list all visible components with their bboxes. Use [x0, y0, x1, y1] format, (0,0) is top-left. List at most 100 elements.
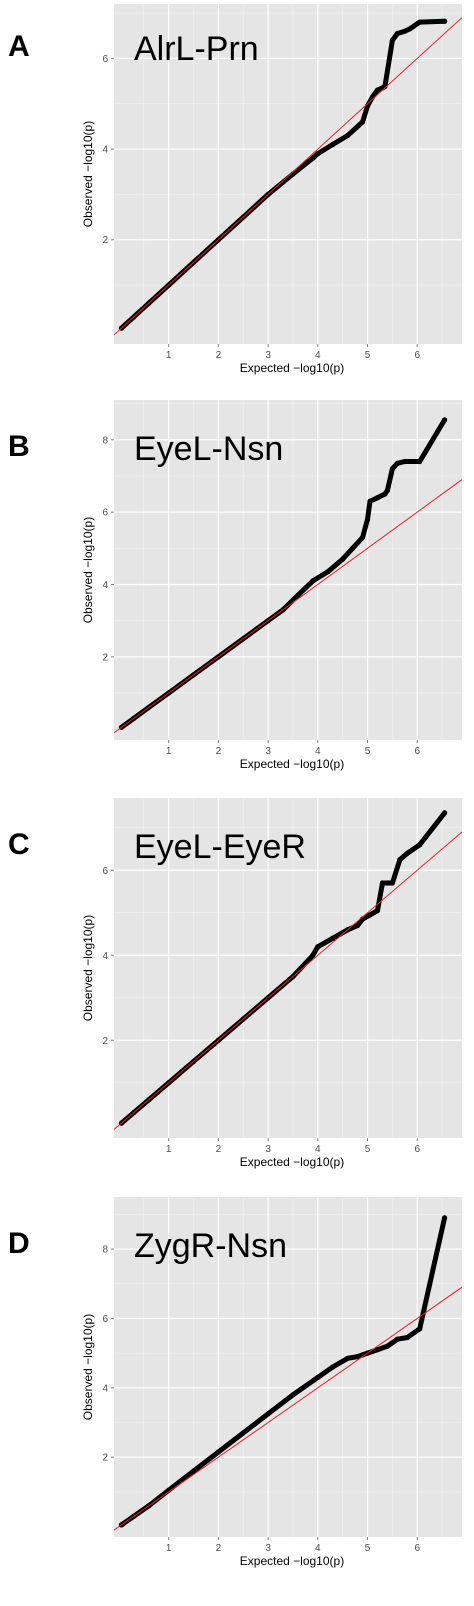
y-axis-label: Observed −log10(p): [81, 915, 95, 1021]
y-tick-label: 2: [102, 652, 108, 663]
qq-panel-b: 1 2 3 4 5 6 2 4 6 8 B EyeL-Nsn Expected −log10(p) Obs…: [8, 400, 462, 771]
data-point: [404, 850, 410, 856]
x-tick-label: 3: [265, 1543, 271, 1554]
data-point: [442, 810, 448, 816]
y-tick-label: 8: [102, 435, 108, 446]
x-tick-label: 6: [414, 746, 420, 757]
data-point: [330, 141, 336, 148]
data-point: [397, 857, 403, 863]
x-tick-label: 1: [166, 350, 172, 361]
data-point: [325, 569, 331, 575]
data-point: [310, 155, 316, 161]
y-tick-label: 4: [102, 1383, 108, 1394]
data-point: [315, 1374, 321, 1381]
data-point: [442, 1215, 448, 1221]
data-point: [384, 880, 391, 886]
data-point: [374, 87, 381, 93]
qq-panel-d: 1 2 3 4 5 6 2 4 6 8 D ZygR-Nsn Expected −log10(p) Obs…: [8, 1197, 462, 1568]
data-point: [330, 935, 336, 941]
plot-background: [114, 400, 462, 740]
data-point: [407, 26, 413, 32]
data-point: [190, 1468, 197, 1474]
data-point: [417, 19, 423, 25]
x-tick-label: 2: [216, 350, 222, 361]
y-tick-label: 8: [102, 1245, 108, 1256]
data-point: [384, 487, 391, 494]
data-point: [384, 1343, 391, 1349]
y-tick-label: 6: [102, 1314, 108, 1325]
data-point: [265, 1411, 271, 1417]
data-point: [394, 460, 400, 466]
x-tick-label: 1: [166, 1144, 172, 1155]
data-point: [394, 30, 400, 37]
y-tick-label: 4: [102, 580, 108, 591]
y-tick-label: 4: [102, 145, 108, 156]
x-tick-label: 3: [265, 350, 271, 361]
x-tick-label: 6: [414, 1543, 420, 1554]
x-tick-label: 5: [365, 746, 371, 757]
x-tick-label: 5: [365, 1144, 371, 1155]
data-point: [330, 1364, 336, 1370]
y-tick-label: 6: [102, 54, 108, 65]
data-point: [345, 132, 351, 139]
x-tick-label: 4: [315, 1543, 321, 1554]
panel-letter: C: [8, 828, 30, 861]
x-axis-label: Expected −log10(p): [240, 1554, 344, 1568]
data-point: [295, 592, 301, 598]
data-point: [379, 880, 386, 886]
data-point: [382, 83, 388, 90]
plot-title: EyeL-EyeR: [134, 828, 306, 866]
data-point: [417, 1326, 423, 1332]
expected-reference-line: [114, 831, 462, 1130]
data-point: [389, 880, 395, 886]
x-tick-label: 4: [315, 746, 321, 757]
data-point: [402, 458, 408, 465]
y-tick-label: 6: [102, 866, 108, 877]
y-tick-label: 2: [102, 1453, 108, 1464]
data-point: [215, 1449, 221, 1455]
y-axis-label: Observed −log10(p): [81, 1314, 95, 1420]
x-tick-label: 5: [365, 350, 371, 361]
data-point: [315, 944, 321, 950]
qq-panel-a: 1 2 3 4 5 6 2 4 6 A AlrL-Prn Expected −log10(p) Obse…: [8, 4, 462, 375]
data-point: [367, 912, 373, 918]
y-tick-label: 4: [102, 951, 108, 962]
data-point: [290, 1392, 296, 1398]
data-point: [374, 908, 381, 914]
plot-title: ZygR-Nsn: [134, 1227, 287, 1265]
plot-background: [114, 4, 462, 344]
data-point: [315, 151, 321, 157]
data-point: [389, 37, 395, 43]
data-point: [310, 952, 316, 958]
plot-title: EyeL-Nsn: [134, 430, 283, 468]
panel-letter: A: [8, 30, 30, 63]
expected-reference-line: [114, 479, 462, 734]
data-point: [359, 534, 366, 541]
data-point: [442, 18, 448, 24]
y-tick-label: 2: [102, 235, 108, 246]
x-axis-label: Expected −log10(p): [240, 1155, 344, 1169]
data-point: [374, 495, 381, 501]
data-point: [359, 119, 366, 125]
y-tick-label: 2: [102, 1036, 108, 1047]
data-point: [394, 1336, 400, 1342]
x-axis-label: Expected −log10(p): [240, 361, 344, 375]
qq-panel-c: 1 2 3 4 5 6 2 4 6 C EyeL-EyeR Expected −log10(p) Obs…: [8, 798, 462, 1169]
x-tick-label: 3: [265, 1144, 271, 1155]
x-tick-label: 2: [216, 1543, 222, 1554]
data-point: [382, 491, 388, 497]
data-point: [389, 466, 395, 472]
y-axis-label: Observed −log10(p): [81, 517, 95, 623]
data-point: [355, 1353, 361, 1360]
data-point: [442, 417, 448, 423]
panel-letter: B: [8, 430, 30, 463]
data-point: [310, 578, 316, 584]
x-tick-label: 1: [166, 746, 172, 757]
panel-letter: D: [8, 1227, 30, 1260]
data-point: [240, 1430, 246, 1436]
x-tick-label: 6: [414, 1144, 420, 1155]
plot-background: [114, 1197, 462, 1537]
data-point: [389, 1340, 395, 1346]
data-point: [350, 545, 356, 551]
